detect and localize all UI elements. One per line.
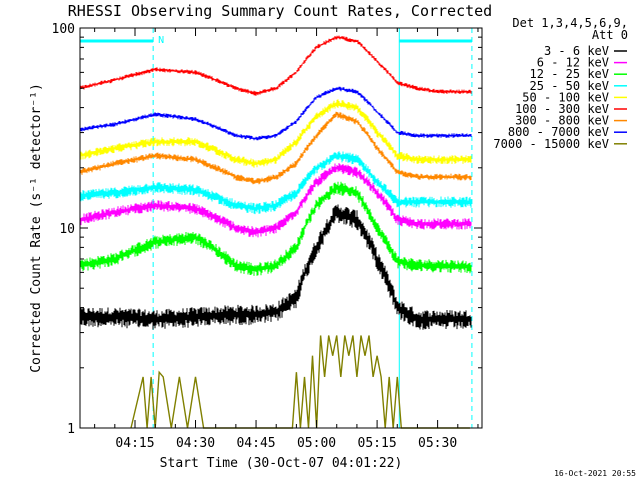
legend-detectors: Det 1,3,4,5,6,9,	[512, 16, 628, 30]
legend-entry-label: 300 - 800 keV	[515, 114, 609, 128]
legend-entry-label: 3 - 6 keV	[544, 44, 609, 58]
timestamp: 16-Oct-2021 20:55	[554, 469, 636, 478]
legend-entry-label: 25 - 50 keV	[530, 79, 609, 93]
y-axis-label: Corrected Count Rate (s⁻¹ detector⁻¹)	[29, 83, 44, 373]
x-tick-label: 04:30	[176, 436, 215, 451]
annotations: N	[80, 28, 473, 428]
x-tick-label: 05:00	[297, 436, 336, 451]
night-bar-label: N	[158, 35, 164, 46]
x-tick-label: 05:30	[418, 436, 457, 451]
x-axis-label: Start Time (30-Oct-07 04:01:22)	[160, 456, 403, 471]
y-tick-label: 100	[52, 22, 75, 37]
legend-entry-label: 7000 - 15000 keV	[493, 137, 609, 151]
legend-entry-label: 12 - 25 keV	[530, 67, 609, 81]
x-tick-label: 04:45	[236, 436, 275, 451]
y-tick-label: 1	[67, 422, 75, 437]
x-tick-label: 05:15	[358, 436, 397, 451]
series-line	[130, 335, 470, 429]
legend-entry-label: 6 - 12 keV	[537, 56, 609, 70]
x-tick-label: 04:15	[115, 436, 154, 451]
x-axis: 04:15 04:30 04:45 05:00 05:15 05:30	[94, 28, 479, 451]
y-axis: 1 10 100	[52, 22, 482, 437]
legend-entry-label: 50 - 100 keV	[522, 90, 609, 104]
y-tick-label: 10	[59, 222, 75, 237]
legend-entry-label: 800 - 7000 keV	[508, 125, 609, 139]
legend-attenuator: Att 0	[592, 28, 628, 42]
chart-title: RHESSI Observing Summary Count Rates, Co…	[68, 2, 492, 20]
legend-entry-label: 100 - 300 keV	[515, 102, 609, 116]
